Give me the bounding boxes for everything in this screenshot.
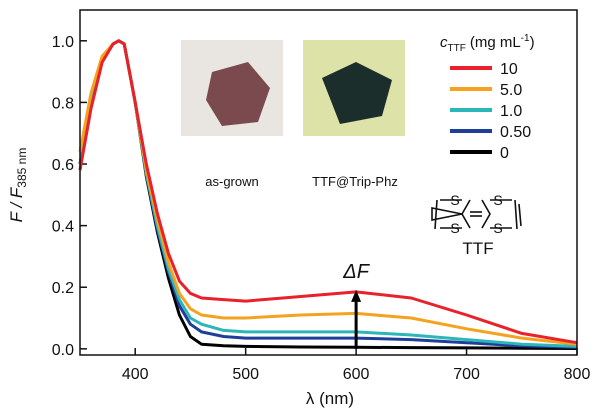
atom: S (493, 220, 502, 236)
y-tick-label: 0.4 (52, 219, 74, 236)
legend-title-close: ) (530, 34, 535, 51)
y-tick-label: 1.0 (52, 34, 74, 51)
y-tick-label: 0.0 (52, 342, 74, 359)
x-tick-label: 700 (453, 366, 480, 383)
inset-label: as-grown (205, 174, 258, 189)
y-tick-label: 0.8 (52, 95, 74, 112)
legend-label: 10 (500, 61, 518, 78)
inset-label: TTF@Trip-Phz (312, 174, 398, 189)
bond (482, 200, 490, 228)
x-tick-label: 500 (232, 366, 259, 383)
legend-title: cTTF(mg mL-1) (440, 33, 535, 54)
y-tick-label: 0.2 (52, 280, 74, 297)
molecule-label: TTF (462, 239, 493, 258)
x-axis-label: λ (nm) (306, 389, 354, 408)
y-label-main: F / F (7, 186, 26, 222)
y-label-sub: 385 nm (15, 148, 29, 188)
legend-label: 1.0 (500, 103, 522, 120)
molecule-labels: S S S S TTF (450, 192, 502, 258)
atom: S (450, 192, 459, 208)
annotation-label: ΔF (342, 261, 370, 283)
x-tick-label: 400 (122, 366, 149, 383)
legend-label: 0 (500, 145, 509, 162)
x-tick-label: 800 (564, 366, 591, 383)
y-tick-label: 0.6 (52, 157, 74, 174)
molecule (432, 200, 521, 229)
page: {"chart_data": { "type": "line", "x_labe… (0, 0, 597, 416)
legend-title-unit: (mg mL (470, 34, 521, 51)
legend-title-sub: TTF (448, 43, 466, 54)
atom: S (450, 220, 459, 236)
legend-label: 0.50 (500, 124, 531, 141)
x-tick-label: 600 (343, 366, 370, 383)
y-axis-label: F / F385 nm (7, 148, 29, 223)
chart: as-grown TTF@Trip-Phz S S S S TTF λ (nm)… (0, 0, 597, 411)
legend-label: 5.0 (500, 82, 522, 99)
inset-photos: as-grown TTF@Trip-Phz (181, 40, 405, 189)
atom: S (493, 192, 502, 208)
